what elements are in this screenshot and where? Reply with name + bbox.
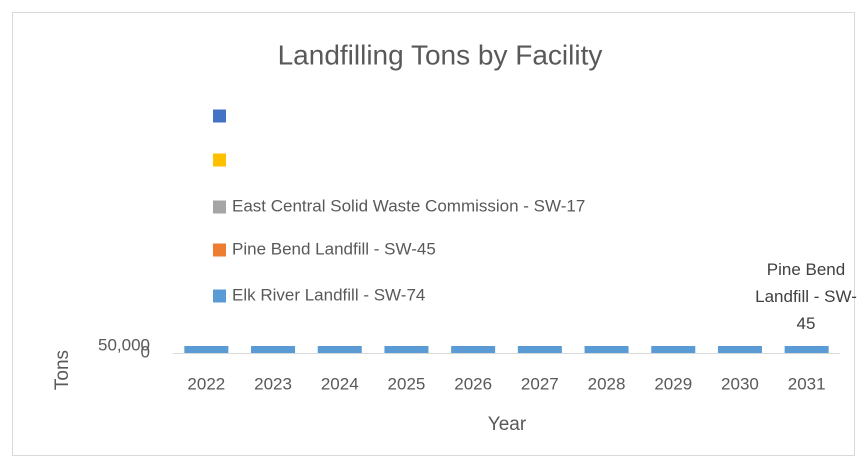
chart-title: Landfilling Tons by Facility xyxy=(278,39,603,70)
bar xyxy=(251,346,296,353)
y-axis-label: Tons xyxy=(52,350,73,390)
legend-swatch xyxy=(213,200,226,214)
x-tick-label: 2030 xyxy=(721,374,759,393)
bar xyxy=(651,346,696,353)
bar xyxy=(584,346,629,353)
chart-border xyxy=(12,12,855,456)
x-tick-label: 2027 xyxy=(521,374,559,393)
legend-swatch xyxy=(213,289,226,303)
legend-swatch xyxy=(213,243,226,257)
x-tick-label: 2028 xyxy=(588,374,626,393)
x-tick-label: 2025 xyxy=(388,374,426,393)
legend-label: Elk River Landfill - SW-74 xyxy=(232,285,425,304)
x-tick-label: 2029 xyxy=(654,374,692,393)
x-tick-label: 2022 xyxy=(187,374,225,393)
x-tick-label: 2024 xyxy=(321,374,359,393)
legend-label: East Central Solid Waste Commission - SW… xyxy=(232,196,585,215)
x-tick-label: 2023 xyxy=(254,374,292,393)
legend-swatch xyxy=(213,153,226,167)
legend-label: Pine Bend Landfill - SW-45 xyxy=(232,239,436,258)
bar xyxy=(451,346,496,353)
legend-swatch xyxy=(213,109,226,123)
x-axis-label: Year xyxy=(488,414,527,435)
y-tick-label: 0 xyxy=(141,342,150,361)
bar xyxy=(384,346,429,353)
bar xyxy=(184,346,229,353)
bar xyxy=(317,346,362,353)
bar xyxy=(517,346,562,353)
bar xyxy=(717,346,762,353)
x-tick-label: 2031 xyxy=(788,374,826,393)
data-label-annotation: Pine Bend Landfill - SW-45 xyxy=(755,260,857,333)
y-tick-label: 50,000 xyxy=(98,335,150,354)
bar xyxy=(784,346,829,353)
x-tick-label: 2026 xyxy=(454,374,492,393)
